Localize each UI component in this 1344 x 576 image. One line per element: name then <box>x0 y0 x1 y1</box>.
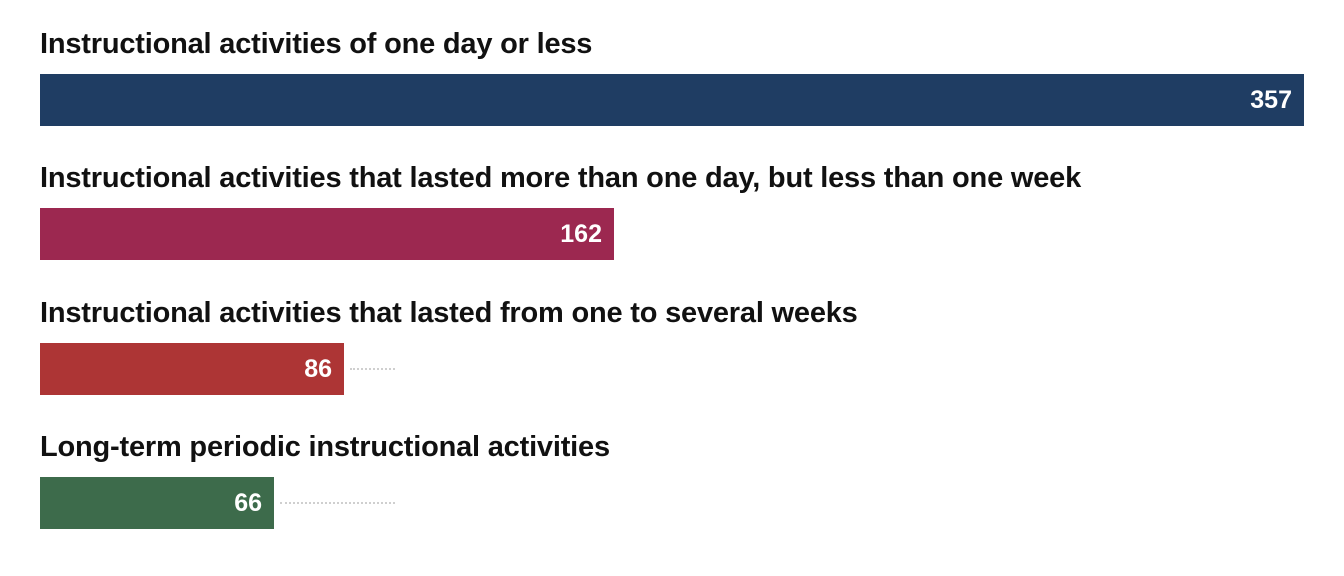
bar-less-than-one-week: 162 <box>40 208 614 260</box>
dotted-guide-long-term-periodic <box>280 502 395 504</box>
category-label-one-day-or-less: Instructional activities of one day or l… <box>40 28 593 60</box>
value-label-one-to-several-weeks: 86 <box>304 355 332 383</box>
value-label-less-than-one-week: 162 <box>560 220 602 248</box>
dotted-guide-one-to-several-weeks <box>350 368 395 370</box>
category-label-long-term-periodic: Long-term periodic instructional activit… <box>40 431 610 463</box>
bar-one-to-several-weeks: 86 <box>40 343 344 395</box>
category-label-less-than-one-week: Instructional activities that lasted mor… <box>40 162 1082 194</box>
bar-one-day-or-less: 357 <box>40 74 1304 126</box>
bar-long-term-periodic: 66 <box>40 477 274 529</box>
category-label-one-to-several-weeks: Instructional activities that lasted fro… <box>40 297 858 329</box>
value-label-long-term-periodic: 66 <box>234 489 262 517</box>
value-label-one-day-or-less: 357 <box>1250 86 1292 114</box>
